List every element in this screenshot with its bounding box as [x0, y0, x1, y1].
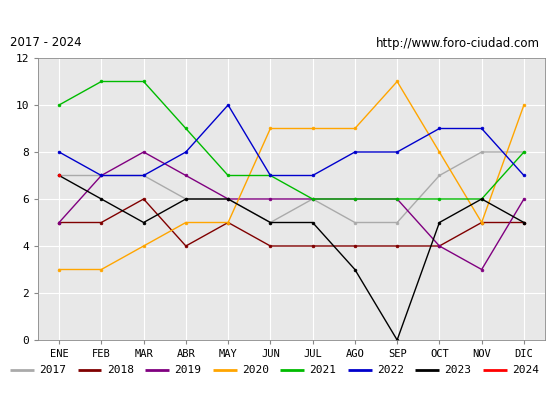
Text: http://www.foro-ciudad.com: http://www.foro-ciudad.com	[376, 36, 540, 50]
Text: 2017 - 2024: 2017 - 2024	[10, 36, 82, 50]
Text: 2017: 2017	[40, 365, 67, 375]
Text: 2021: 2021	[310, 365, 337, 375]
Text: 2020: 2020	[242, 365, 269, 375]
Text: 2023: 2023	[444, 365, 471, 375]
Text: 2024: 2024	[512, 365, 539, 375]
Text: Evolucion del paro registrado en Fontanilles: Evolucion del paro registrado en Fontani…	[107, 8, 443, 22]
Text: 2019: 2019	[174, 365, 201, 375]
Text: 2018: 2018	[107, 365, 134, 375]
Text: 2022: 2022	[377, 365, 404, 375]
